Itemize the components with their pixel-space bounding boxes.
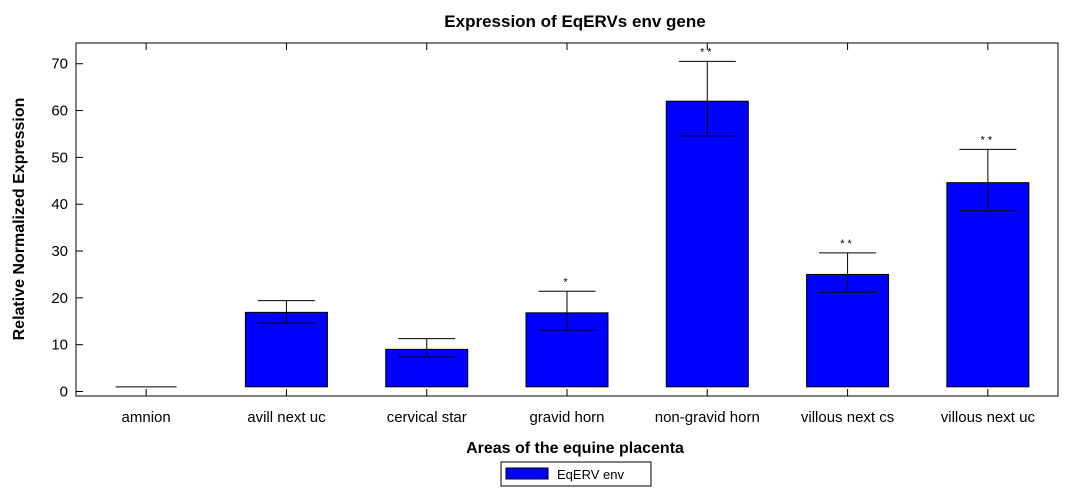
x-tick-label: non-gravid horn (655, 409, 760, 426)
x-tick-label: avill next uc (247, 409, 326, 426)
bar (244, 311, 328, 388)
y-tick-label: 10 (51, 337, 68, 354)
x-tick-label: villous next uc (941, 409, 1036, 426)
chart-title: Expression of EqERVs env gene (444, 12, 705, 31)
legend: EqERV env (500, 461, 652, 487)
x-tick-label: cervical star (387, 409, 467, 426)
y-tick-label: 70 (51, 56, 68, 73)
significance-marker: ** (700, 46, 715, 58)
x-axis-label: Areas of the equine placenta (466, 440, 684, 457)
y-axis-label: Relative Normalized Expression (11, 98, 28, 341)
bar-series (115, 100, 1030, 388)
significance-marker: ** (981, 134, 996, 146)
x-tick-label: gravid horn (529, 409, 604, 426)
y-tick-label: 0 (60, 384, 68, 401)
significance-markers: ******* (563, 46, 996, 288)
legend-label: EqERV env (557, 467, 624, 482)
significance-marker: ** (840, 238, 855, 250)
bar (806, 273, 890, 388)
bar (665, 100, 749, 388)
y-tick-label: 40 (51, 196, 68, 213)
error-bars (257, 60, 1017, 358)
bar (946, 182, 1030, 388)
y-tick-label: 30 (51, 243, 68, 260)
legend-swatch (505, 467, 549, 480)
y-axis: 0 10 20 30 40 50 60 70 (51, 56, 83, 401)
significance-marker: * (563, 276, 570, 288)
y-tick-label: 50 (51, 149, 68, 166)
y-tick-label: 60 (51, 103, 68, 120)
x-axis: amnion avill next uc cervical star gravid h… (122, 43, 1036, 426)
bar (385, 348, 469, 388)
x-tick-label: amnion (122, 409, 171, 426)
x-tick-label: villous next cs (801, 409, 894, 426)
y-tick-label: 20 (51, 290, 68, 307)
